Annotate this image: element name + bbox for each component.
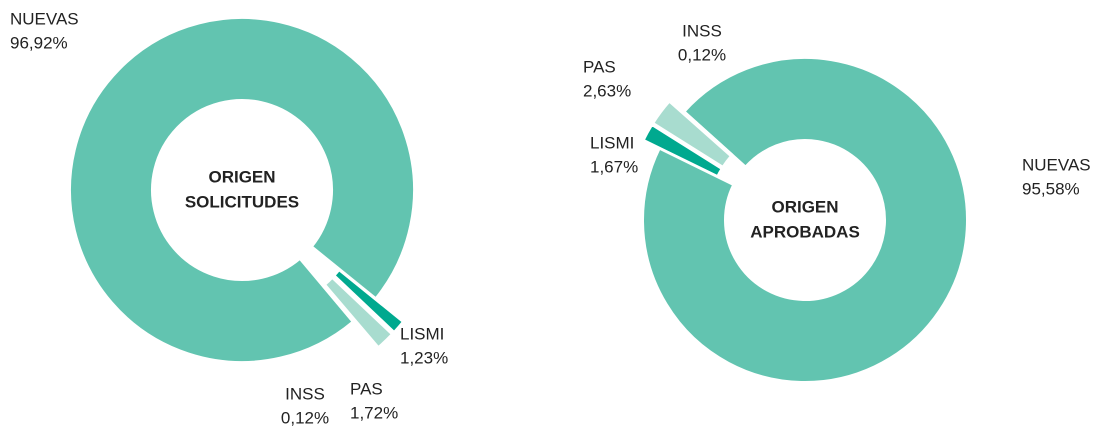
slice-value-label: 1,72%: [350, 403, 398, 422]
donut-center-title: ORIGEN: [771, 197, 838, 216]
donut-center-title: ORIGEN: [208, 167, 275, 186]
slice-category-label: NUEVAS: [10, 9, 79, 28]
slice-value-label: 0,12%: [281, 408, 329, 426]
slice-category-label: PAS: [350, 379, 383, 398]
slice-category-label: INSS: [285, 384, 325, 403]
donut-slice: [668, 98, 734, 157]
slice-value-label: 1,67%: [590, 157, 638, 176]
slice-value-label: 95,58%: [1022, 179, 1080, 198]
slice-value-label: 2,63%: [583, 81, 631, 100]
donut-center-title: SOLICITUDES: [185, 192, 299, 211]
donut-slice: [321, 284, 379, 351]
slice-category-label: LISMI: [590, 133, 634, 152]
slice-value-label: 96,92%: [10, 33, 68, 52]
slice-category-label: LISMI: [400, 324, 444, 343]
slice-value-label: 0,12%: [678, 45, 726, 64]
donut-slice: [642, 123, 723, 178]
donut-slice: [651, 100, 733, 169]
donut-slice: [69, 17, 415, 364]
slice-category-label: NUEVAS: [1022, 155, 1091, 174]
slice-value-label: 1,23%: [400, 348, 448, 367]
slice-category-label: PAS: [583, 57, 616, 76]
donut-slice: [323, 276, 394, 349]
slice-category-label: INSS: [682, 21, 722, 40]
donut-slice: [333, 268, 405, 334]
donut-slice: [642, 57, 968, 383]
donut-center-title: APROBADAS: [750, 222, 860, 241]
